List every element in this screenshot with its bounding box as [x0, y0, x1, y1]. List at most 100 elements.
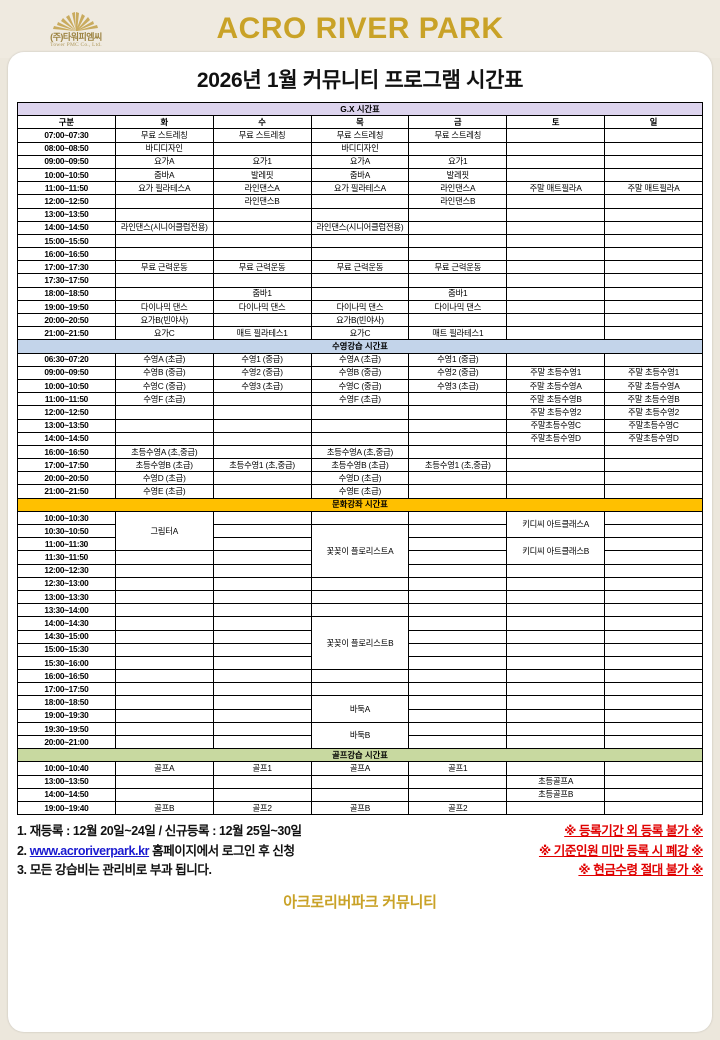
empty-cell — [310, 273, 410, 288]
table-row: 15:00~15:30 — [17, 642, 703, 657]
class-cell: 다이나믹 댄스 — [310, 299, 410, 315]
class-cell: 그림터A — [114, 510, 214, 552]
table-row: 17:00~17:50 — [17, 682, 703, 697]
empty-cell — [212, 141, 312, 156]
table-row: 13:30~14:00 — [17, 603, 703, 618]
time-slot-label: 10:00~10:30 — [17, 510, 116, 526]
time-slot-label: 17:30~17:50 — [17, 273, 116, 288]
class-cell: 초등골프A — [506, 774, 606, 789]
empty-cell — [212, 431, 312, 446]
empty-cell — [506, 299, 606, 315]
time-slot-label: 07:00~07:30 — [17, 128, 116, 143]
empty-cell — [408, 431, 508, 446]
empty-cell — [604, 523, 703, 539]
empty-cell — [114, 405, 214, 420]
empty-cell — [506, 207, 606, 222]
class-cell: 수영C (중급) — [114, 378, 214, 394]
empty-cell — [604, 563, 703, 578]
empty-cell — [604, 220, 703, 235]
empty-cell — [408, 444, 508, 460]
time-slot-label: 13:00~13:30 — [17, 589, 116, 605]
empty-cell — [604, 655, 703, 671]
table-row: 13:00~13:50 — [17, 207, 703, 222]
empty-cell — [310, 682, 410, 697]
class-cell: 주말초등수영C — [506, 418, 606, 433]
class-cell: 꽃꽂이 플로리스트B — [310, 616, 410, 671]
empty-cell — [408, 523, 508, 539]
class-cell: 골프1 — [408, 761, 508, 776]
empty-cell — [604, 484, 703, 499]
empty-cell — [114, 247, 214, 262]
notes-block: 1. 재등록 : 12월 20일~24일 / 신규등록 : 12월 25일~30… — [17, 822, 703, 880]
class-cell: 다이나믹 댄스 — [114, 299, 214, 315]
empty-cell — [506, 642, 606, 657]
empty-cell — [212, 563, 312, 578]
warning-note: ※ 등록기간 외 등록 불가 ※ — [564, 824, 703, 839]
time-slot-label: 12:00~12:50 — [17, 194, 116, 209]
table-row: 07:00~07:30 무료 스트레칭 무료 스트레칭 무료 스트레칭 무료 스트레칭 — [17, 128, 703, 143]
empty-cell — [604, 352, 703, 367]
empty-cell — [604, 800, 703, 816]
table-row: 11:00~11:50 수영F (초급) 수영F (초급) 주말 초등수영B 주말 초등… — [17, 392, 703, 407]
empty-cell — [212, 537, 312, 552]
empty-cell — [506, 458, 606, 473]
notes-right: ※ 등록기간 외 등록 불가 ※ ※ 기준인원 미만 등록 시 폐강 ※ ※ 현금수… — [539, 822, 703, 880]
empty-cell — [310, 418, 410, 433]
class-cell: 골프B — [310, 800, 410, 816]
class-cell: 초등수영1 (초,중급) — [408, 458, 508, 473]
time-slot-label: 20:00~21:00 — [17, 734, 116, 750]
empty-cell — [408, 563, 508, 578]
time-slot-label: 19:00~19:30 — [17, 708, 116, 723]
column-header-1: 화 — [114, 115, 214, 130]
note-text: 재등록 : 12월 20일~24일 / 신규등록 : 12월 25일~30일 — [29, 824, 302, 839]
empty-cell — [604, 787, 703, 802]
homepage-link[interactable]: www.acroriverpark.kr — [29, 843, 150, 858]
time-slot-label: 17:00~17:30 — [17, 260, 116, 275]
empty-cell — [506, 721, 606, 737]
empty-cell — [212, 418, 312, 433]
class-cell: 요가1 — [212, 154, 312, 169]
class-cell: 골프B — [114, 800, 214, 816]
class-cell: 발레핏 — [212, 167, 312, 183]
class-cell: 주말 매트필라A — [604, 181, 703, 196]
time-slot-label: 09:00~09:50 — [17, 365, 116, 380]
class-cell: 발레핏 — [408, 167, 508, 183]
table-row: 12:00~12:30 — [17, 563, 703, 578]
time-slot-label: 08:00~08:50 — [17, 141, 116, 156]
empty-cell — [408, 141, 508, 156]
time-slot-label: 18:00~18:50 — [17, 286, 116, 301]
class-cell: 라인댄스A — [408, 181, 508, 196]
empty-cell — [408, 669, 508, 684]
empty-cell — [114, 431, 214, 446]
empty-cell — [604, 312, 703, 328]
empty-cell — [408, 616, 508, 631]
empty-cell — [506, 141, 606, 156]
table-row: 19:00~19:40 골프B 골프2 골프B 골프2 — [17, 800, 703, 816]
empty-cell — [114, 774, 214, 789]
time-slot-label: 20:00~20:50 — [17, 312, 116, 328]
time-slot-label: 11:00~11:50 — [17, 392, 116, 407]
time-slot-label: 17:00~17:50 — [17, 458, 116, 473]
empty-cell — [604, 326, 703, 341]
empty-cell — [114, 655, 214, 671]
class-cell: 골프2 — [408, 800, 508, 816]
empty-cell — [212, 523, 312, 539]
note-line: 1. 재등록 : 12월 20일~24일 / 신규등록 : 12월 25일~30… — [17, 822, 302, 841]
empty-cell — [114, 642, 214, 657]
empty-cell — [114, 603, 214, 618]
column-header-0: 구분 — [17, 115, 116, 130]
empty-cell — [506, 603, 606, 618]
table-row: 17:00~17:50 초등수영B (초급) 초등수영1 (초,중급) 초등수영B (… — [17, 458, 703, 473]
table-row: 14:00~14:50 라인댄스(시니어클럽전용) 라인댄스(시니어클럽전용) — [17, 220, 703, 235]
empty-cell — [604, 167, 703, 183]
empty-cell — [212, 220, 312, 235]
class-cell: 수영B (중급) — [114, 365, 214, 380]
time-slot-label: 20:00~20:50 — [17, 471, 116, 486]
empty-cell — [506, 484, 606, 499]
notes-left: 1. 재등록 : 12월 20일~24일 / 신규등록 : 12월 25일~30… — [17, 822, 302, 880]
table-row: 11:00~11:30 키디씨 아트클래스B — [17, 537, 703, 565]
empty-cell — [506, 233, 606, 249]
class-cell: 줌바A — [310, 167, 410, 183]
empty-cell — [310, 576, 410, 591]
